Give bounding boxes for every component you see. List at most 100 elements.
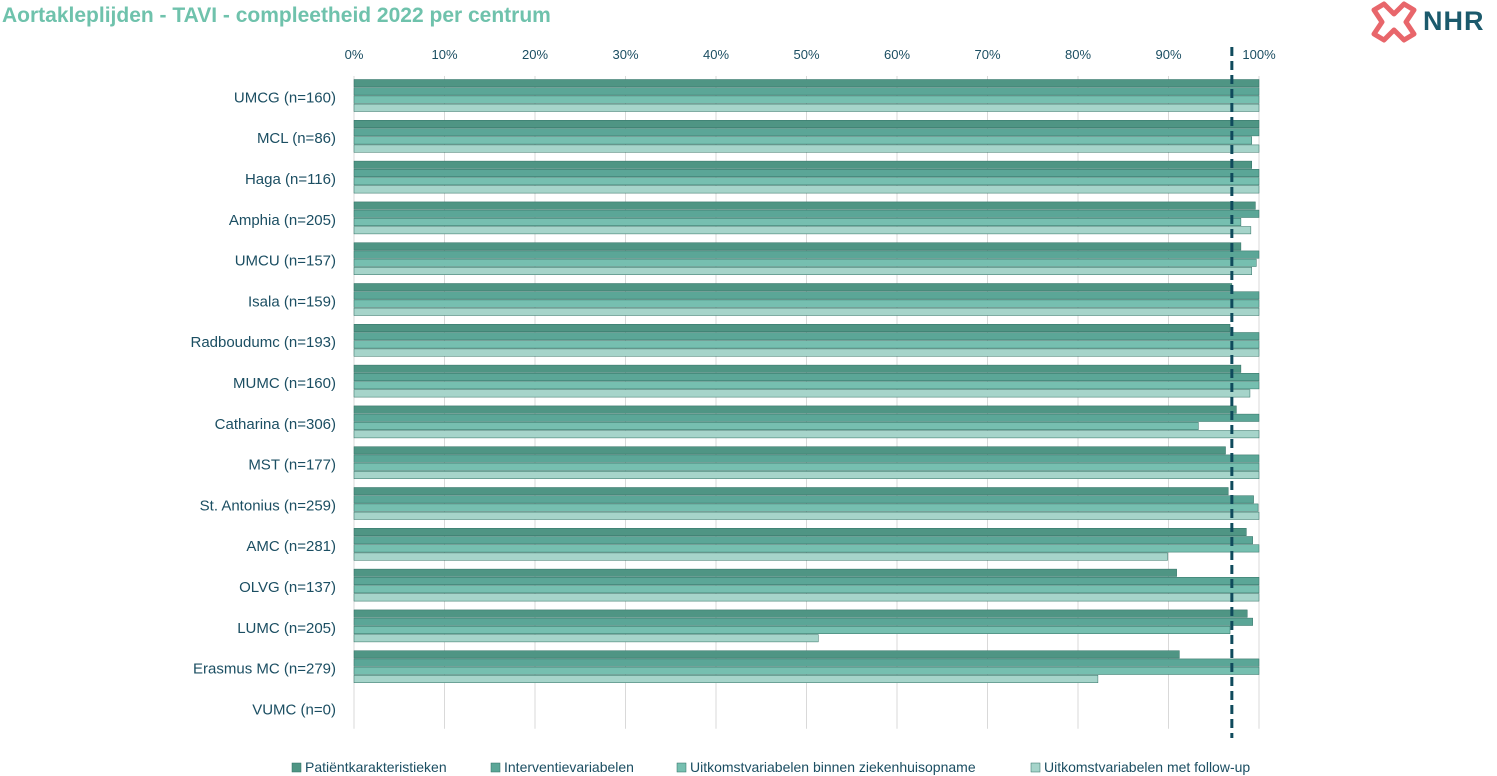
bar [353,454,1260,463]
bar [353,405,1237,414]
bar [353,307,1260,316]
bar [353,609,1248,618]
category-label: St. Antonius (n=259) [200,497,336,514]
bar [353,201,1256,210]
bar [353,536,1253,545]
category-label: MST (n=177) [248,457,336,474]
bar [353,209,1260,218]
bar [353,373,1260,381]
bar [353,160,1253,169]
legend-swatch [490,762,501,773]
bar [353,120,1260,128]
bar [353,528,1247,536]
bars [353,79,1260,683]
category-label: VUMC (n=0) [252,701,336,718]
bar [353,144,1260,153]
logo-text: NHR [1423,6,1485,36]
chart-title: Aortakleplijden - TAVI - compleetheid 20… [2,4,551,27]
bar [353,299,1260,308]
bar [353,291,1260,300]
bar [353,332,1260,341]
bar [353,617,1253,626]
bar [353,634,819,643]
legend-label: Patiëntkarakteristieken [305,759,447,775]
bar [353,626,1231,634]
bar [353,446,1226,455]
x-tick-label: 50% [793,47,819,62]
bar [353,242,1242,251]
bar [353,430,1260,439]
bar [353,283,1233,292]
legend-swatch [676,762,687,773]
bar [353,267,1253,275]
legend-label: Interventievariabelen [504,759,634,775]
bar [353,544,1260,553]
category-label: Catharina (n=306) [215,416,336,433]
bar [353,250,1260,259]
bar [353,666,1260,675]
bar [353,585,1260,594]
legend-swatch [291,762,302,773]
axis-labels: 0% 10% 20% 30% 40% 50% 60% 70% 80% 90% 100% UMCG (n… [190,47,1276,718]
bar [353,552,1168,561]
bar [353,340,1260,349]
bar [353,568,1177,577]
x-tick-label: 80% [1065,47,1091,62]
bar [353,413,1260,422]
legend-label: Uitkomstvariabelen met follow-up [1044,759,1250,775]
bar [353,593,1260,602]
category-label: MCL (n=86) [257,130,336,147]
nhr-logo: NHR [1368,0,1496,44]
bar [353,348,1260,357]
bar [353,503,1259,512]
x-tick-label: 0% [345,47,364,62]
nhr-cross-logo-icon [1371,1,1417,43]
x-tick-label: 100% [1242,47,1276,62]
bar [353,177,1260,186]
category-label: AMC (n=281) [246,538,336,555]
category-label: Erasmus MC (n=279) [193,661,336,678]
x-tick-label: 20% [522,47,548,62]
bar [353,258,1257,267]
category-label: LUMC (n=205) [237,620,336,637]
x-tick-label: 40% [703,47,729,62]
bar [353,658,1260,667]
bar [353,87,1260,96]
category-label: Amphia (n=205) [229,212,336,229]
bar [353,471,1260,479]
category-label: UMCG (n=160) [234,89,336,106]
bar [353,169,1260,177]
legend: Patiëntkarakteristieken Interventievariab… [291,759,1250,775]
bar [353,577,1260,585]
x-tick-label: 70% [974,47,1000,62]
bar [353,364,1242,373]
bar [353,462,1260,471]
category-label: Radboudumc (n=193) [190,334,336,351]
bar [353,95,1260,104]
bar [353,495,1254,504]
x-tick-label: 90% [1155,47,1181,62]
x-tick-label: 60% [884,47,910,62]
bar [353,324,1231,332]
bar [353,218,1242,226]
bar [353,136,1253,145]
category-label: MUMC (n=160) [233,375,336,392]
bar [353,650,1180,659]
bar [353,128,1260,137]
x-tick-label: 30% [612,47,638,62]
bar [353,226,1252,235]
category-label: UMCU (n=157) [235,253,336,270]
bar [353,422,1199,430]
bar [353,103,1260,112]
bar [353,381,1260,390]
category-label: Isala (n=159) [248,293,336,310]
bar [353,185,1260,194]
bar [353,675,1099,683]
bar [353,511,1260,520]
x-tick-label: 10% [431,47,457,62]
legend-swatch [1030,762,1041,773]
category-label: OLVG (n=137) [239,579,336,596]
bar [353,79,1260,88]
category-label: Haga (n=116) [245,171,336,188]
legend-label: Uitkomstvariabelen binnen ziekenhuisopna… [690,759,976,775]
